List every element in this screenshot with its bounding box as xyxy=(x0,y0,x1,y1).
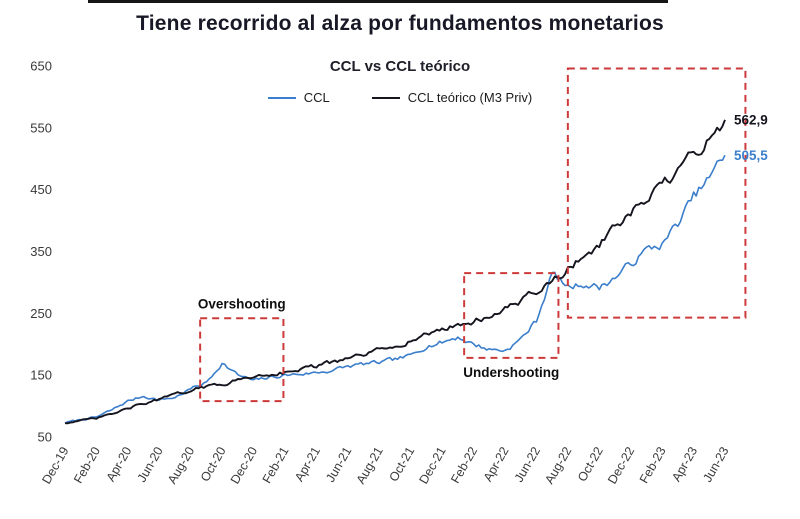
y-axis-tick-label: 50 xyxy=(38,430,52,445)
x-axis-tick-label: Jun-21 xyxy=(323,444,354,484)
x-axis-tick-label: Jun-20 xyxy=(135,444,166,484)
x-axis-tick-label: Aug-22 xyxy=(542,444,574,486)
y-axis-tick-label: 150 xyxy=(30,368,52,383)
ccl-legend-label: CCL xyxy=(303,90,330,105)
y-axis-tick-label: 350 xyxy=(30,244,52,259)
x-axis-tick-label: Apr-23 xyxy=(669,444,700,484)
x-axis-tick-label: Oct-20 xyxy=(198,444,229,484)
x-axis-tick-label: Apr-21 xyxy=(292,444,323,484)
overshooting-box xyxy=(199,317,285,403)
ccl-teorico-end-value-label: 562,9 xyxy=(734,112,768,127)
ccl-end-value-label: 505,5 xyxy=(734,148,768,163)
x-axis-tick-label: Jun-23 xyxy=(700,444,731,484)
x-axis-tick-label: Feb-21 xyxy=(260,444,292,485)
ccl-teorico-legend-label: CCL teórico (M3 Priv) xyxy=(407,90,533,105)
x-axis-tick-label: Oct-21 xyxy=(386,444,417,484)
legend-item-ccl: CCL xyxy=(267,90,330,105)
x-axis-tick-label: Feb-22 xyxy=(448,444,480,485)
x-axis-tick-label: Oct-22 xyxy=(575,444,606,484)
x-axis-tick-label: Aug-20 xyxy=(165,444,197,486)
x-axis-tick-label: Apr-22 xyxy=(481,444,512,484)
y-axis-tick-label: 650 xyxy=(30,59,52,74)
legend-item-ccl-teorico: CCL teórico (M3 Priv) xyxy=(371,90,533,105)
undershooting-box xyxy=(463,272,560,359)
ccl-teorico-line xyxy=(64,119,726,425)
x-axis-tick-label: Apr-20 xyxy=(104,444,135,484)
x-axis-tick-label: Dec-22 xyxy=(605,444,637,486)
ccl-legend-swatch xyxy=(267,96,296,99)
ccl-teorico-legend-swatch xyxy=(371,96,400,99)
x-axis-tick-label: Aug-21 xyxy=(354,444,386,486)
x-axis-tick-label: Feb-23 xyxy=(637,444,669,485)
chart-legend: CCL CCL teórico (M3 Priv) xyxy=(0,90,800,105)
page-title: Tiene recorrido al alza por fundamentos … xyxy=(136,12,664,35)
x-axis-tick-label: Dec-20 xyxy=(228,444,260,486)
x-axis-tick-label: Dec-21 xyxy=(416,444,448,486)
x-axis-tick-label: Feb-20 xyxy=(71,444,103,485)
overshooting-label: Overshooting xyxy=(198,296,286,311)
undershooting-label: Undershooting xyxy=(463,365,559,380)
breakout-box xyxy=(566,67,747,319)
chart-title: CCL vs CCL teórico xyxy=(329,58,471,75)
ccl-line xyxy=(64,154,726,424)
x-axis-tick-label: Dec-19 xyxy=(39,444,71,486)
y-axis-tick-label: 550 xyxy=(30,120,52,135)
y-axis-tick-label: 450 xyxy=(30,182,52,197)
x-axis-tick-label: Jun-22 xyxy=(512,444,543,484)
y-axis-tick-label: 250 xyxy=(30,306,52,321)
screenshot-crop-artifact xyxy=(88,0,668,3)
